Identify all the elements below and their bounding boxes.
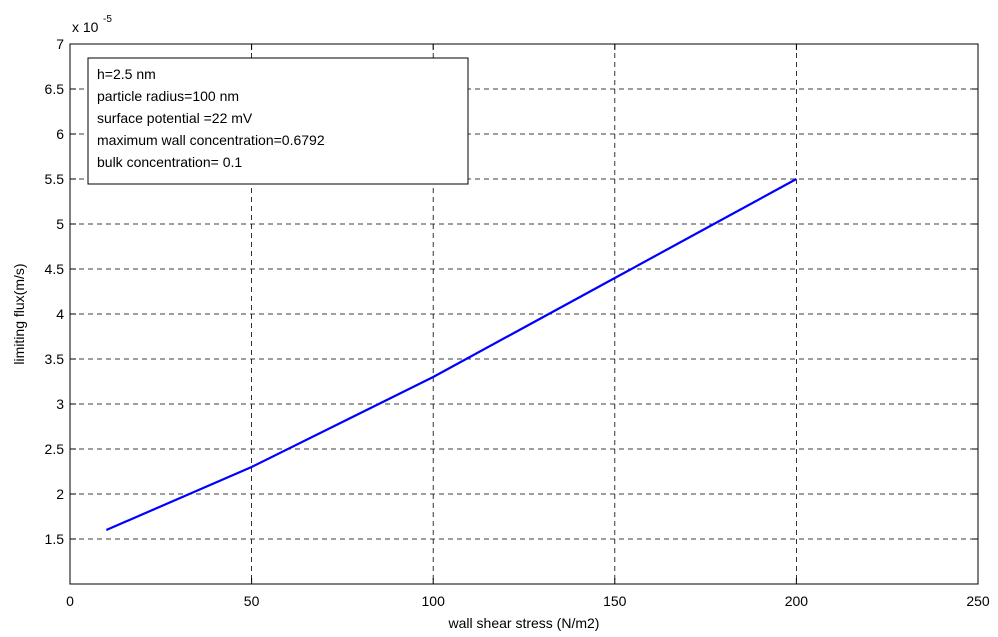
series-layer xyxy=(105,178,797,532)
y-axis-tick-labels: 1.5 2 2.5 3 3.5 4 4.5 5 5.5 6 6.5 7 xyxy=(45,36,65,547)
x-tick-label: 100 xyxy=(422,593,446,609)
y-tick-label: 7 xyxy=(56,36,64,52)
x-axis-tick-labels: 0 50 100 150 200 250 xyxy=(66,593,990,609)
x-tick-label: 150 xyxy=(603,593,627,609)
x-tick-label: 0 xyxy=(66,593,74,609)
annotation-line: surface potential =22 mV xyxy=(97,110,253,126)
y-axis-label: limiting flux(m/s) xyxy=(11,263,27,364)
x-tick-label: 250 xyxy=(966,593,990,609)
y-tick-label: 1.5 xyxy=(45,531,65,547)
y-tick-label: 3 xyxy=(56,396,64,412)
y-tick-label: 5.5 xyxy=(45,171,65,187)
y-tick-label: 4 xyxy=(56,306,64,322)
x-axis-label: wall shear stress (N/m2) xyxy=(448,615,600,631)
annotation-line: h=2.5 nm xyxy=(97,66,156,82)
annotation-line: bulk concentration= 0.1 xyxy=(97,154,242,170)
x-tick-label: 50 xyxy=(244,593,260,609)
x-tick-label: 200 xyxy=(785,593,809,609)
axis-ticks xyxy=(69,43,979,584)
y-tick-label: 2.5 xyxy=(45,441,65,457)
y-tick-label: 5 xyxy=(56,216,64,232)
y-axis-multiplier-exponent: -5 xyxy=(103,14,112,25)
series-line xyxy=(105,178,797,532)
y-axis-multiplier: x 10 xyxy=(72,19,99,35)
annotation-box: h=2.5 nm particle radius=100 nm surface … xyxy=(87,57,469,185)
grid xyxy=(70,44,978,584)
y-tick-label: 6.5 xyxy=(45,81,65,97)
y-tick-label: 6 xyxy=(56,126,64,142)
annotation-line: particle radius=100 nm xyxy=(97,88,239,104)
y-tick-label: 3.5 xyxy=(45,351,65,367)
annotation-line: maximum wall concentration=0.6792 xyxy=(97,132,325,148)
y-tick-label: 4.5 xyxy=(45,261,65,277)
y-tick-label: 2 xyxy=(56,486,64,502)
